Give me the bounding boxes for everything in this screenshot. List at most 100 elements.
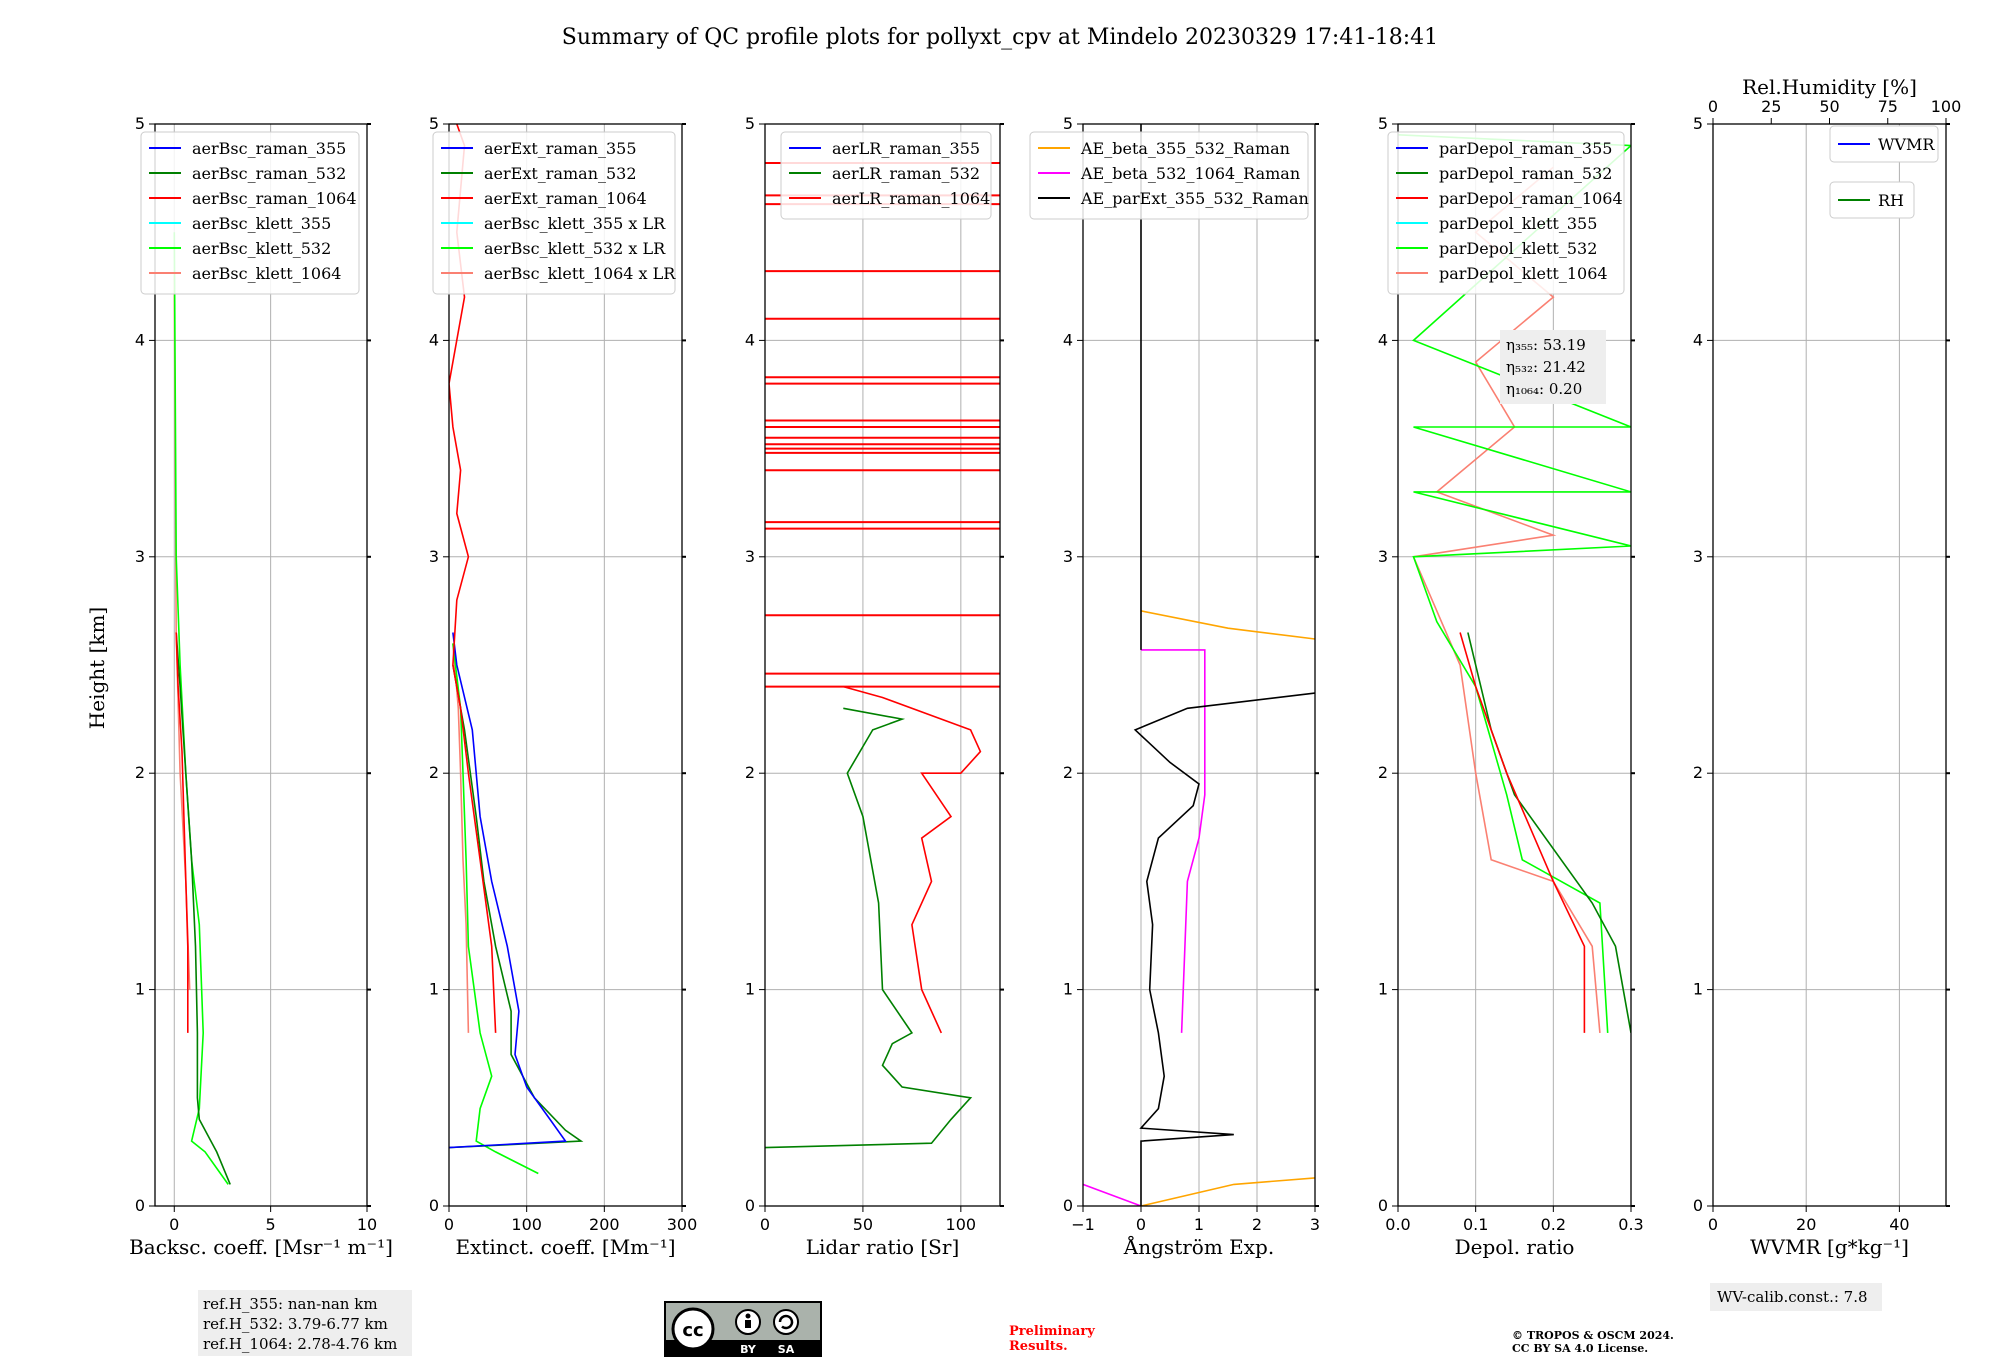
y-tick-label: 5: [1378, 114, 1388, 133]
legend-label: parDepol_klett_1064: [1439, 264, 1608, 283]
y-tick-label: 3: [135, 547, 145, 566]
legend-label: aerBsc_klett_532 x LR: [484, 239, 666, 258]
preliminary-line-1: Preliminary: [1009, 1324, 1095, 1339]
x-tick-label: 40: [1889, 1215, 1909, 1234]
series-line: [449, 632, 567, 1149]
legend-label: aerBsc_klett_532: [192, 239, 331, 258]
legend-label: AE_beta_355_532_Raman: [1080, 139, 1290, 158]
x-tick-label: 20: [1796, 1215, 1816, 1234]
series-group: [765, 161, 1000, 1149]
eta-box: [1500, 330, 1606, 404]
series-line: [452, 643, 470, 1033]
y-tick-label: 1: [1693, 980, 1703, 999]
y-tick-label: 0: [1378, 1196, 1388, 1215]
legend-box: [1829, 181, 1915, 219]
y-tick-label: 3: [1063, 547, 1073, 566]
series-line: [449, 664, 584, 1149]
x-tick-label: 5: [266, 1215, 276, 1234]
x-tick-label: 2: [1252, 1215, 1262, 1234]
license-by: BY: [740, 1343, 757, 1356]
y-tick-label: 4: [1693, 330, 1703, 349]
y-tick-label: 1: [745, 980, 755, 999]
series-line: [1083, 1183, 1142, 1206]
legend-label: parDepol_raman_355: [1439, 139, 1612, 158]
y-tick-label: 2: [135, 763, 145, 782]
series-line: [173, 232, 229, 1185]
legend: aerExt_raman_355 aerExt_raman_532 aerExt_r…: [432, 131, 676, 295]
y-tick-label: 0: [429, 1196, 439, 1215]
x-axis-label: Extinct. coeff. [Mm⁻¹]: [455, 1235, 675, 1259]
y-tick-label: 4: [1063, 330, 1073, 349]
panel-depol: 0.0 0.1 0.2 0.3 0 1 2 3 4 5 Depol. ratio parDepol_r…: [1378, 114, 1644, 1259]
x-tick-label: 0.3: [1618, 1215, 1643, 1234]
figure-title: Summary of QC profile plots for pollyxt_…: [562, 25, 1438, 50]
copyright-line-2: CC BY SA 4.0 License.: [1512, 1342, 1648, 1355]
license-sa: SA: [778, 1343, 795, 1356]
legend-label: aerLR_raman_355: [832, 139, 980, 158]
y-tick-label: 5: [429, 114, 439, 133]
copyright-line-1: © TROPOS & OSCM 2024.: [1512, 1329, 1674, 1342]
legend-label: aerExt_raman_532: [484, 164, 637, 183]
legend-label: aerBsc_raman_532: [192, 164, 346, 183]
x-tick-label: 0: [1136, 1215, 1146, 1234]
x-tick-label: 1: [1194, 1215, 1204, 1234]
axes-frame: [154, 123, 368, 1207]
y-tick-label: 5: [1063, 114, 1073, 133]
y-tick-label: 2: [1063, 763, 1073, 782]
calibration-constant-box: [1710, 1283, 1882, 1311]
y-tick-label: 0: [1693, 1196, 1703, 1215]
x-tick-label: 10: [357, 1215, 377, 1234]
y-tick-label: 3: [745, 547, 755, 566]
legend-label: parDepol_raman_1064: [1439, 189, 1623, 208]
legend-box: [1029, 131, 1309, 220]
top-tick-label: 100: [1931, 97, 1962, 116]
legend-label: parDepol_raman_532: [1439, 164, 1612, 183]
x-tick-label: 0: [1708, 1215, 1718, 1234]
series-group: [1083, 124, 1315, 1206]
y-tick-label: 1: [135, 980, 145, 999]
legend-label: aerBsc_klett_1064: [192, 264, 341, 283]
axes-frame: [1712, 123, 1947, 1207]
legend-box: [432, 131, 676, 295]
series-line: [1459, 632, 1586, 1033]
legend-label: aerLR_raman_1064: [832, 189, 990, 208]
legend-label: aerBsc_klett_355: [192, 214, 331, 233]
legend: aerLR_raman_355 aerLR_raman_532 aerLR_rama…: [780, 131, 992, 220]
x-tick-label: 0: [444, 1215, 454, 1234]
x-tick-label: −1: [1071, 1215, 1095, 1234]
x-tick-label: 100: [946, 1215, 977, 1234]
x-tick-label: 50: [853, 1215, 873, 1234]
x-axis-label: Lidar ratio [Sr]: [806, 1235, 960, 1259]
axes-frame: [448, 123, 683, 1207]
series-group: [1398, 134, 1631, 1034]
eta-value: η₁₀₆₄: 0.20: [1506, 380, 1582, 398]
series-line: [175, 632, 189, 1033]
y-tick-label: 1: [429, 980, 439, 999]
y-tick-label: 1: [1063, 980, 1073, 999]
legend-label: aerExt_raman_1064: [484, 189, 647, 208]
legend-label: aerBsc_raman_355: [192, 139, 346, 158]
x-tick-label: 100: [511, 1215, 542, 1234]
legend: parDepol_raman_355 parDepol_raman_532 parD…: [1387, 131, 1625, 295]
series-line: [1140, 610, 1315, 640]
svg-text:cc: cc: [682, 1320, 703, 1341]
x-axis-label: Depol. ratio: [1455, 1235, 1575, 1259]
legend-box: [140, 131, 360, 295]
y-tick-label: 4: [429, 330, 439, 349]
legend-label: aerExt_raman_355: [484, 139, 637, 158]
y-tick-label: 5: [135, 114, 145, 133]
panel-lr: 0 50 100 0 1 2 3 4 5 Lidar ratio [Sr] aerLR_raman_…: [745, 114, 1004, 1259]
legend-label: aerBsc_klett_355 x LR: [484, 214, 666, 233]
reference-height-box: [198, 1290, 412, 1356]
panel-ext: 0 100 200 300 0 1 2 3 4 5 Extinct. coeff. [Mm⁻¹] ae…: [429, 114, 697, 1259]
y-tick-label: 4: [745, 330, 755, 349]
x-axis-label: Backsc. coeff. [Msr⁻¹ m⁻¹]: [129, 1235, 393, 1259]
eta-value: η₃₅₅: 53.19: [1506, 336, 1586, 354]
x-axis-label: Ångström Exp.: [1123, 1234, 1274, 1259]
y-tick-label: 5: [1693, 114, 1703, 133]
y-tick-label: 3: [1378, 547, 1388, 566]
legend-label: aerBsc_klett_1064 x LR: [484, 264, 676, 283]
x-tick-label: 0: [760, 1215, 770, 1234]
